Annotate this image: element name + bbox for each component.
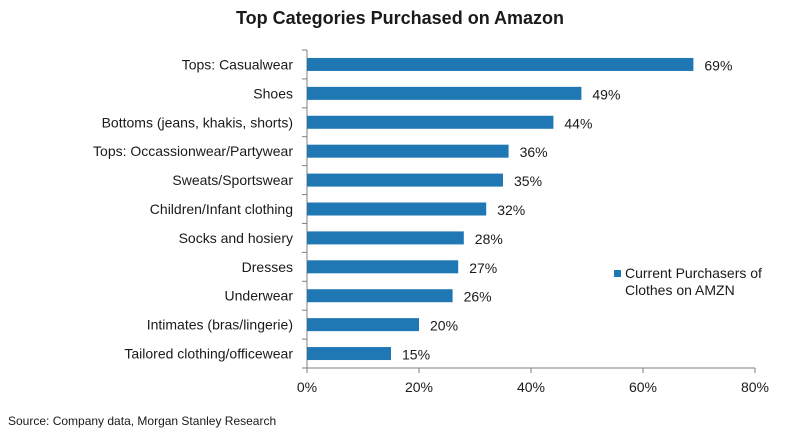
value-label: 15%	[402, 347, 430, 363]
category-label: Shoes	[253, 85, 293, 101]
value-label: 49%	[592, 86, 620, 102]
category-label: Socks and hosiery	[179, 230, 293, 246]
bar	[307, 202, 487, 216]
x-tick-label: 20%	[405, 379, 433, 395]
bar	[307, 289, 453, 303]
bar	[307, 144, 509, 158]
legend-swatch	[614, 270, 621, 277]
category-label: Sweats/Sportswear	[172, 172, 293, 188]
value-label: 28%	[475, 231, 503, 247]
bar	[307, 318, 419, 332]
value-label: 26%	[464, 289, 492, 305]
value-label: 35%	[514, 173, 542, 189]
category-label: Bottoms (jeans, khakis, shorts)	[102, 114, 293, 130]
bar	[307, 231, 464, 245]
source-note: Source: Company data, Morgan Stanley Res…	[8, 414, 277, 428]
category-label: Children/Infant clothing	[150, 201, 293, 217]
category-label: Tops: Occassionwear/Partywear	[93, 143, 293, 159]
value-label: 32%	[497, 202, 525, 218]
x-tick-label: 60%	[629, 379, 657, 395]
x-tick-label: 80%	[741, 379, 769, 395]
x-tick-label: 0%	[297, 379, 317, 395]
category-label: Tops: Casualwear	[182, 56, 294, 72]
bar	[307, 260, 459, 274]
value-label: 44%	[564, 115, 592, 131]
category-label: Dresses	[242, 259, 293, 275]
bar	[307, 57, 694, 71]
value-label: 36%	[520, 144, 548, 160]
bar	[307, 347, 391, 361]
category-label: Tailored clothing/officewear	[124, 346, 293, 362]
x-tick-label: 40%	[517, 379, 545, 395]
category-label: Intimates (bras/lingerie)	[147, 317, 293, 333]
bar	[307, 115, 554, 129]
value-label: 69%	[704, 57, 732, 73]
value-label: 27%	[469, 260, 497, 276]
category-label: Underwear	[225, 288, 294, 304]
bar	[307, 86, 582, 100]
bar	[307, 173, 503, 187]
value-label: 20%	[430, 318, 458, 334]
chart-title: Top Categories Purchased on Amazon	[235, 8, 565, 28]
legend-label: Current Purchasers of Clothes on AMZN	[625, 265, 762, 298]
